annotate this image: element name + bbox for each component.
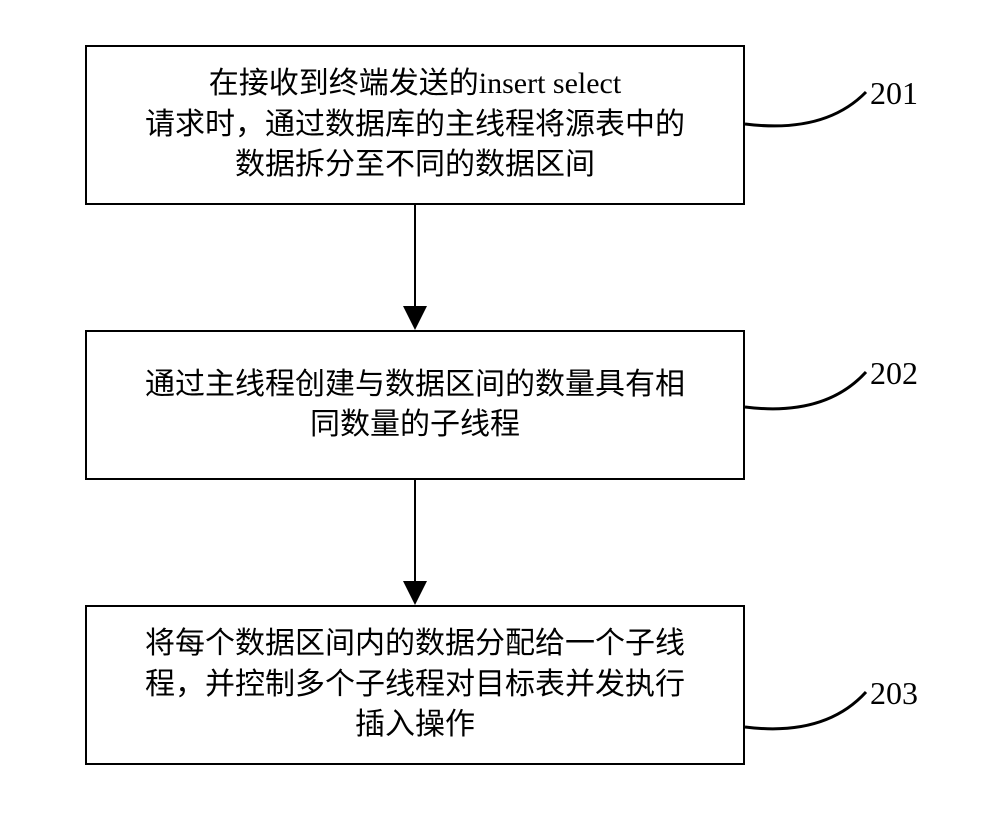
arrow-2-3-head <box>403 581 427 605</box>
arrow-2-3 <box>0 0 1000 818</box>
flowchart-canvas: 在接收到终端发送的insert select请求时，通过数据库的主线程将源表中的… <box>0 0 1000 818</box>
